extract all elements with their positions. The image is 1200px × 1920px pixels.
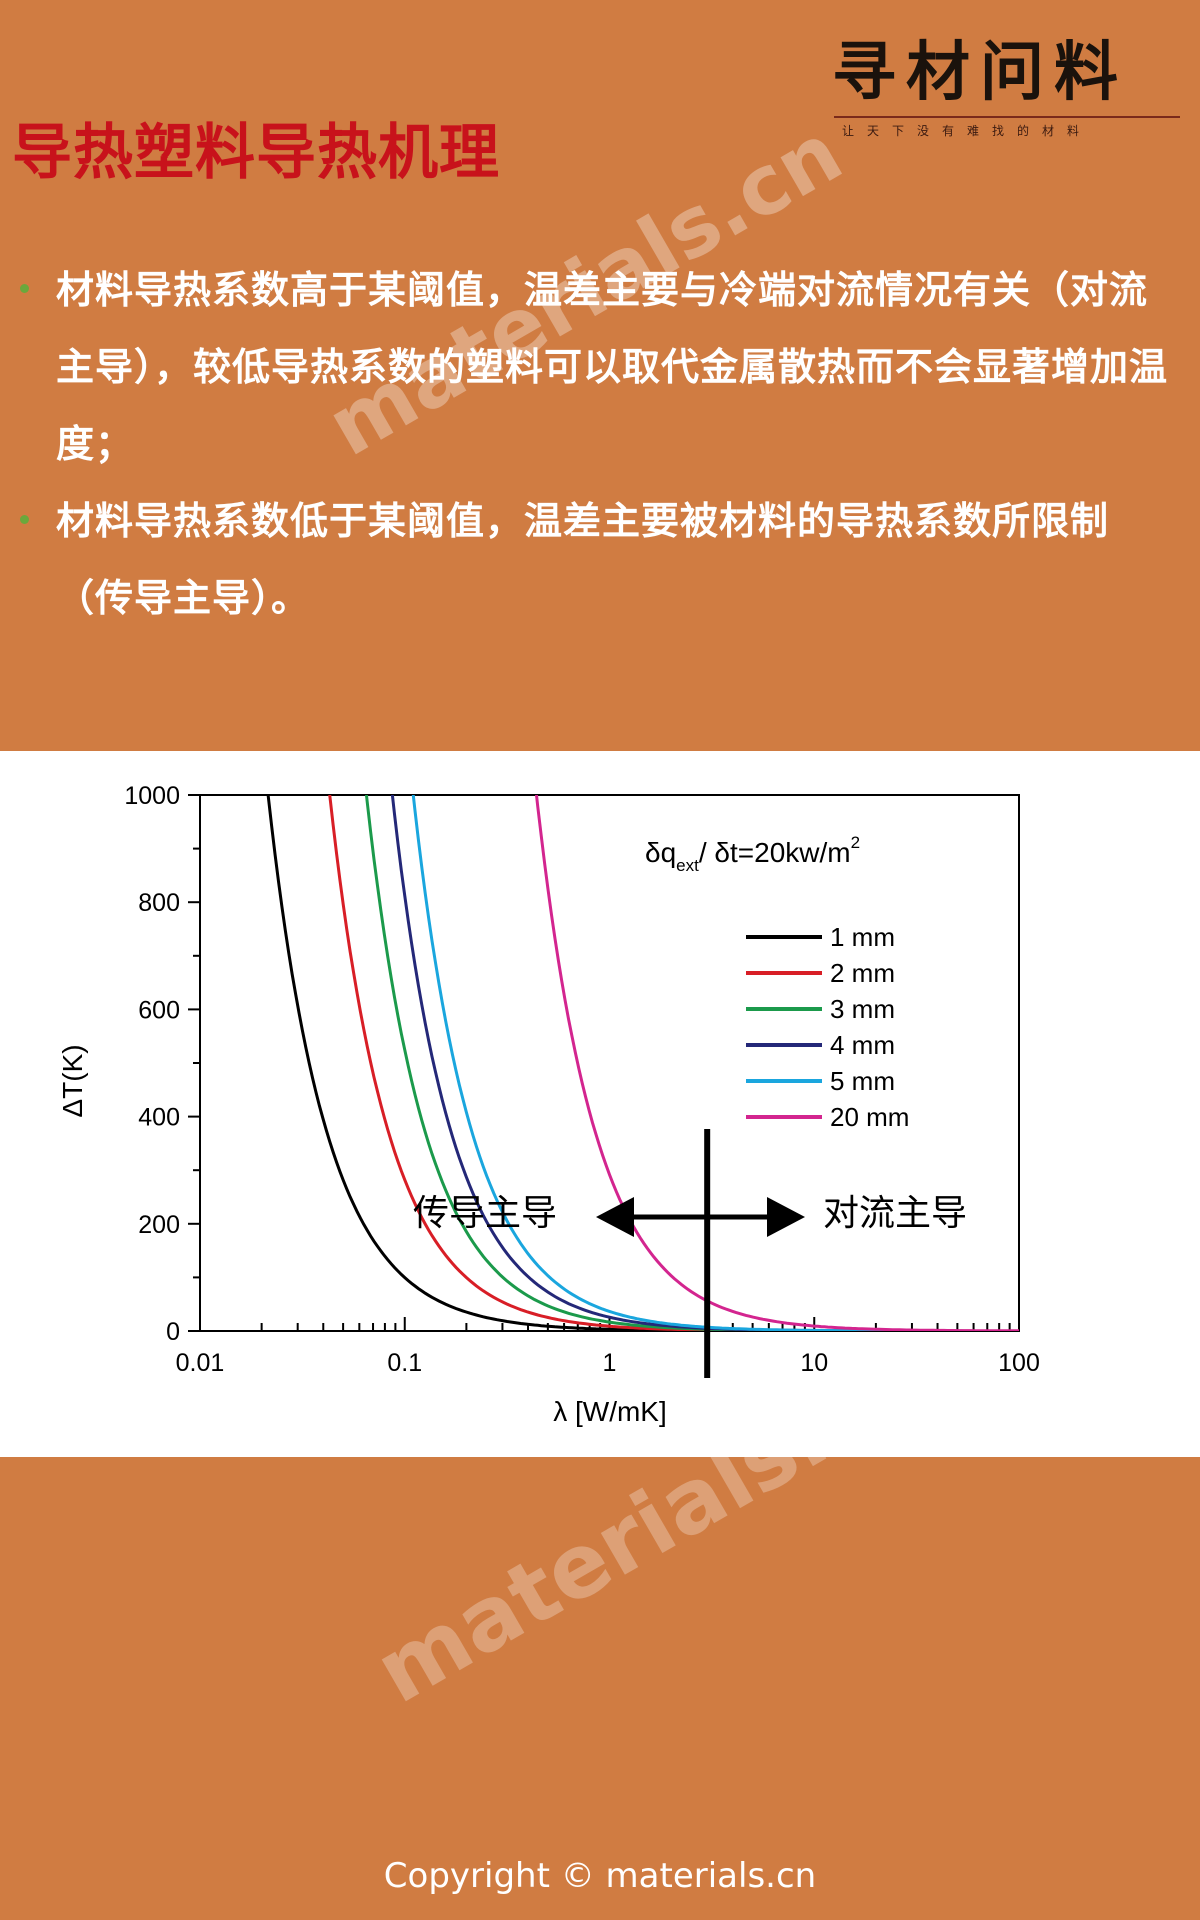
annotation-left: 传导主导 — [413, 1192, 557, 1233]
arrow-left-icon — [596, 1197, 634, 1237]
series-line — [534, 795, 1019, 1331]
bullet-dot-icon — [20, 515, 29, 524]
y-tick-label: 400 — [138, 1104, 180, 1132]
bullet-text: 材料导热系数低于某阈值，温差主要被材料的导热系数所限制（传导主导）。 — [56, 499, 1110, 620]
bullet-dot-icon — [20, 284, 29, 293]
legend-label: 2 mm — [830, 958, 895, 988]
brand-logo: 寻材问料 让天下没有难找的材料 — [832, 34, 1184, 144]
x-tick-label: 0.01 — [176, 1349, 225, 1377]
legend-label: 1 mm — [830, 922, 895, 952]
logo-text: 寻材问料 — [832, 35, 1128, 110]
x-tick-label: 10 — [800, 1349, 828, 1377]
arrow-right-icon — [767, 1197, 805, 1237]
chart-panel: 0 200 400 600 800 1000 0.01 0.1 1 10 100 ΔT(K) λ [… — [0, 751, 1200, 1457]
x-axis-label: λ [W/mK] — [553, 1396, 667, 1427]
legend-label: 3 mm — [830, 994, 895, 1024]
logo-divider — [834, 116, 1180, 118]
legend-label: 4 mm — [830, 1030, 895, 1060]
copyright-text: Copyright © materials.cn — [383, 1856, 817, 1896]
page-title: 导热塑料导热机理 — [12, 118, 500, 188]
series-line — [364, 795, 1019, 1331]
x-tick-label: 1 — [603, 1349, 617, 1377]
y-tick-label: 0 — [166, 1318, 180, 1346]
plot-frame — [199, 794, 1020, 1332]
y-tick-label: 600 — [138, 996, 180, 1024]
y-tick-label: 800 — [138, 889, 180, 917]
series-layer — [266, 795, 1019, 1331]
y-tick-label: 200 — [138, 1211, 180, 1239]
series-line — [328, 795, 1019, 1331]
logo-tagline: 让天下没有难找的材料 — [842, 124, 1093, 138]
x-tick-label: 0.1 — [387, 1349, 422, 1377]
y-tick-label: 1000 — [124, 782, 180, 810]
formula-annotation: δqext/ δt=20kw/m2 — [645, 833, 860, 875]
tick-labels: 0 200 400 600 800 1000 0.01 0.1 1 10 100 — [124, 782, 1039, 1377]
annotation-right: 对流主导 — [823, 1192, 967, 1233]
axis-ticks — [188, 794, 1020, 1332]
series-line — [266, 795, 1019, 1331]
bullet-item: 材料导热系数高于某阈值，温差主要与冷端对流情况有关（对流主导），较低导热系数的塑… — [20, 252, 1185, 483]
bullet-item: 材料导热系数低于某阈值，温差主要被材料的导热系数所限制（传导主导）。 — [20, 483, 1185, 637]
x-tick-label: 100 — [998, 1349, 1040, 1377]
legend-label: 5 mm — [830, 1066, 895, 1096]
y-axis-label: ΔT(K) — [57, 1044, 88, 1117]
series-line — [411, 795, 1019, 1331]
chart-legend: 1 mm 2 mm 3 mm 4 mm 5 mm 20 mm — [746, 922, 909, 1132]
line-chart: 0 200 400 600 800 1000 0.01 0.1 1 10 100 ΔT(K) λ [… — [57, 782, 1040, 1427]
bullet-text: 材料导热系数高于某阈值，温差主要与冷端对流情况有关（对流主导），较低导热系数的塑… — [56, 268, 1169, 466]
bullet-list: 材料导热系数高于某阈值，温差主要与冷端对流情况有关（对流主导），较低导热系数的塑… — [20, 252, 1185, 637]
legend-label: 20 mm — [830, 1102, 909, 1132]
regime-divider — [596, 1129, 805, 1378]
series-line — [390, 795, 1019, 1331]
